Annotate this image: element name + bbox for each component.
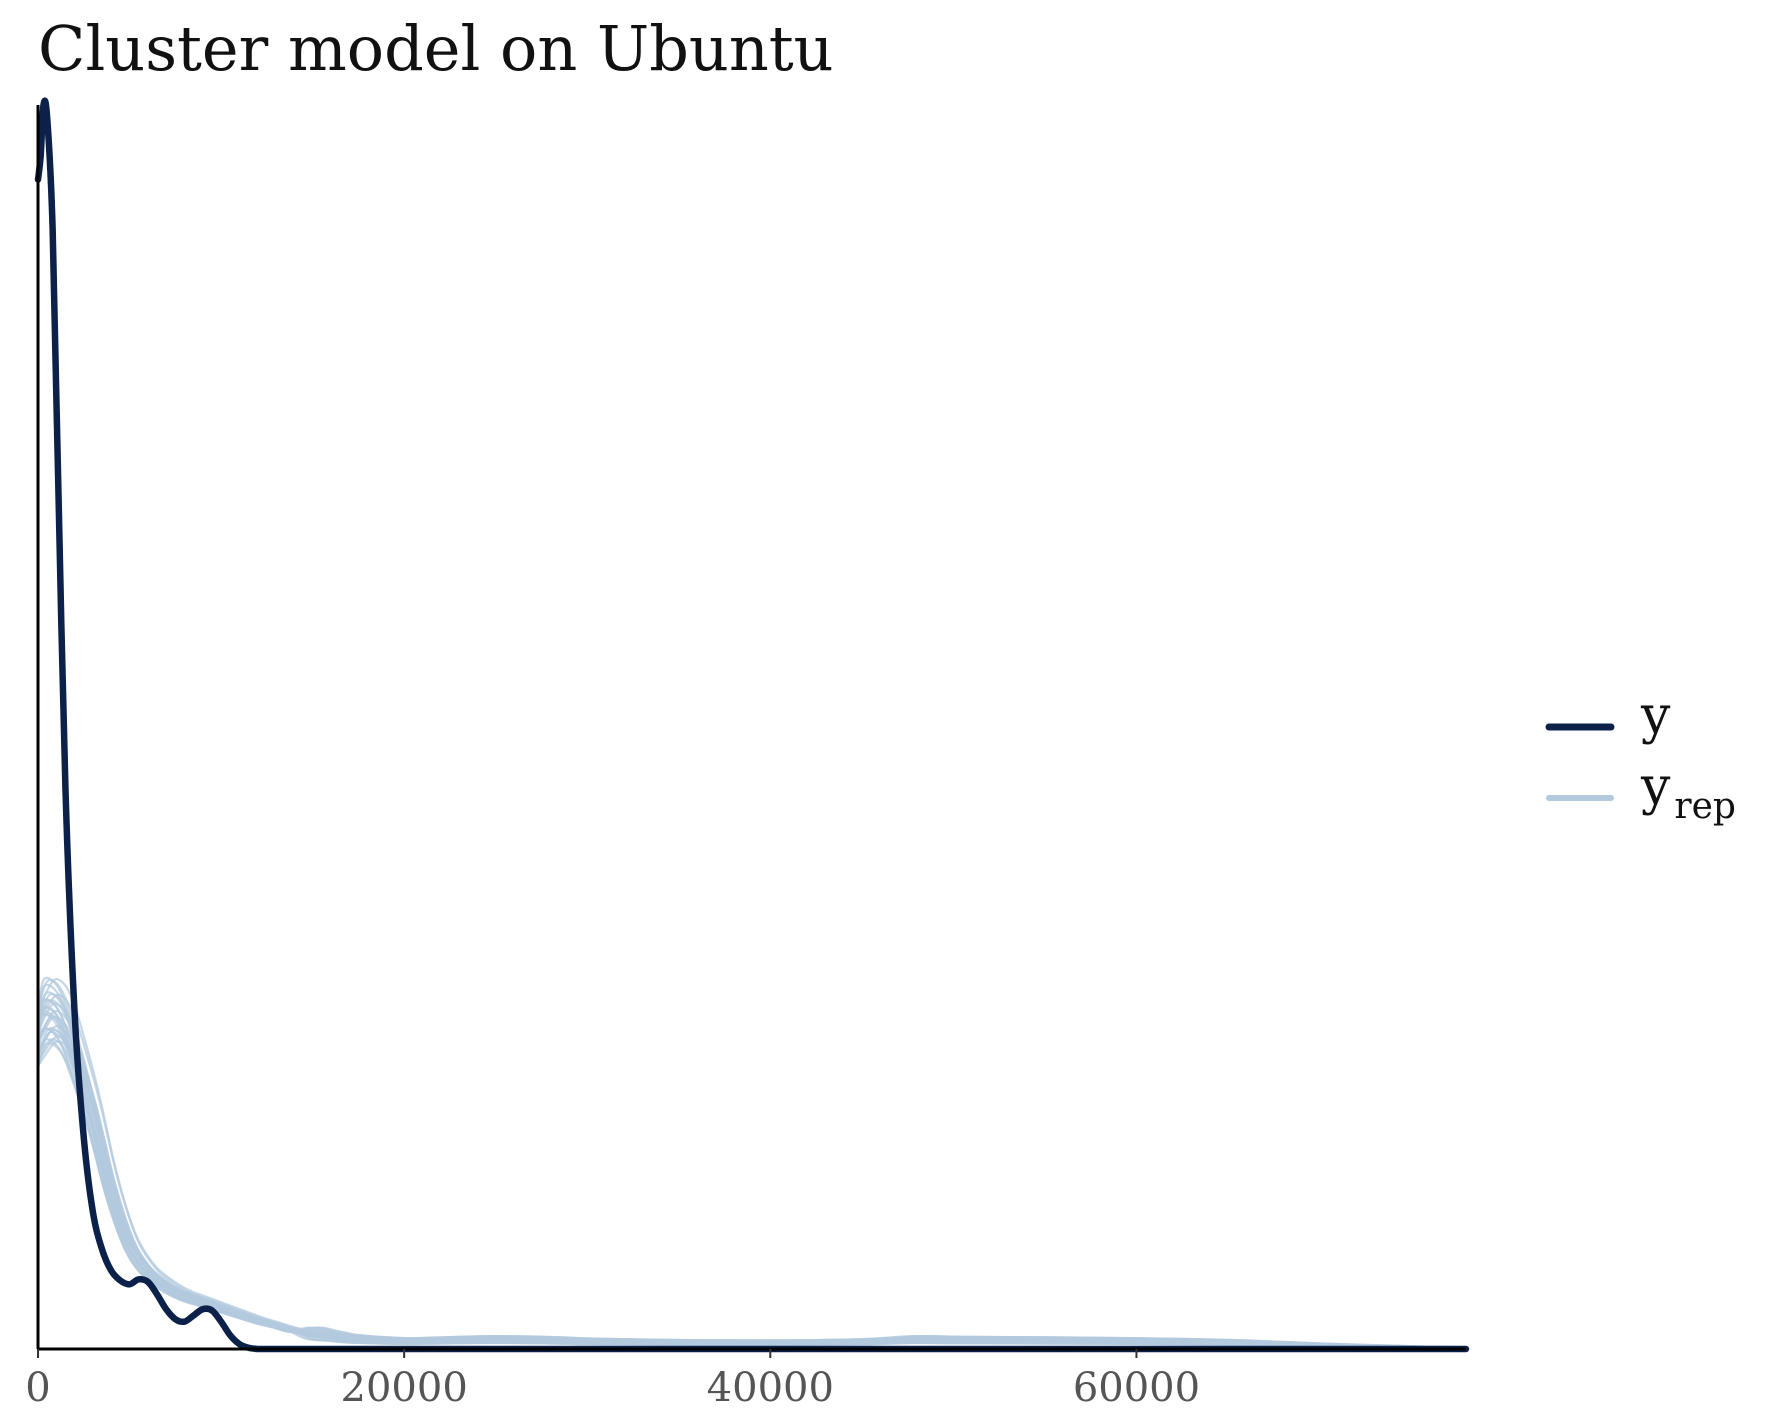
yrep-draw-line	[36, 976, 1463, 1349]
yrep-draw-line	[36, 1005, 1462, 1349]
yrep-draw-line	[36, 1038, 1467, 1349]
yrep-draw-line	[37, 993, 1467, 1350]
yrep-draw-line	[36, 999, 1466, 1350]
yrep-draw-line	[37, 1025, 1467, 1349]
yrep-draw-line	[37, 977, 1467, 1349]
yrep-draw-line	[36, 999, 1462, 1350]
chart-title: Cluster model on Ubuntu	[38, 12, 834, 85]
x-ticks: 0 20000 40000 60000	[25, 1349, 1200, 1411]
yrep-draw-line	[36, 1038, 1463, 1349]
x-tick-label: 20000	[341, 1365, 468, 1411]
yrep-draw-line	[36, 1015, 1467, 1349]
x-tick-label: 0	[25, 1365, 50, 1411]
yrep-draw-line	[37, 1028, 1467, 1349]
axes	[36, 105, 1466, 1351]
x-tick-label: 60000	[1073, 1365, 1200, 1411]
yrep-draw-line	[37, 1009, 1467, 1349]
yrep-draw-line	[36, 1006, 1461, 1349]
yrep-draw-line	[36, 1010, 1461, 1349]
yrep-draw-line	[36, 1013, 1460, 1350]
legend-label: y	[1640, 686, 1671, 746]
yrep-draw-line	[36, 1027, 1461, 1349]
yrep-draws	[36, 976, 1467, 1350]
yrep-draw-line	[36, 991, 1464, 1349]
yrep-draw-line	[37, 1015, 1467, 1350]
yrep-draw-line	[36, 1030, 1467, 1349]
legend: y y rep	[1545, 686, 1736, 827]
yrep-draw-line	[36, 1041, 1464, 1349]
y-observed-line	[34, 97, 1470, 1353]
yrep-draw-line	[36, 992, 1467, 1349]
yrep-draw-line	[36, 1012, 1463, 1349]
x-tick-label: 40000	[707, 1365, 834, 1411]
y-observed	[34, 97, 1470, 1353]
yrep-draw-line	[36, 983, 1463, 1349]
legend-label: y rep	[1640, 757, 1736, 827]
yrep-draw-line	[37, 1040, 1467, 1349]
yrep-draw-line	[37, 1035, 1467, 1349]
yrep-draw-line	[36, 1026, 1467, 1349]
yrep-draw-line	[36, 978, 1466, 1349]
yrep-draw-line	[36, 998, 1462, 1350]
yrep-draw-line	[37, 1002, 1467, 1349]
yrep-draw-line	[36, 1027, 1462, 1349]
